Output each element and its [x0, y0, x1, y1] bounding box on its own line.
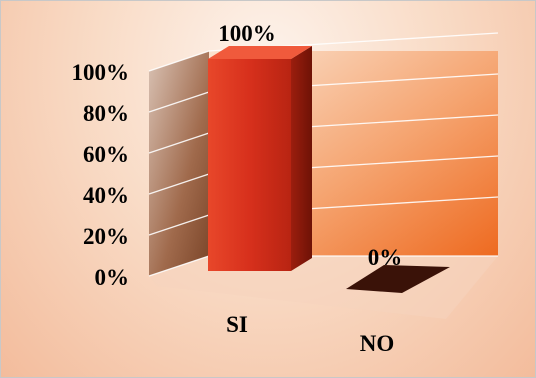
bar-top-si	[208, 46, 312, 59]
y-tick-label: 100%	[72, 60, 130, 85]
gridline-side	[148, 255, 210, 277]
side-wall	[149, 51, 209, 276]
data-label-no: 0%	[368, 245, 403, 270]
gridline-side	[148, 132, 210, 154]
bar-no	[346, 265, 450, 293]
y-tick-label: 60%	[83, 142, 129, 167]
data-label-si: 100%	[218, 21, 276, 46]
bar-si	[208, 59, 291, 271]
bar-side-si	[291, 46, 312, 271]
gridline-side	[148, 91, 210, 113]
x-axis-labels: SI NO	[226, 312, 394, 356]
gridline-side	[148, 50, 210, 72]
x-tick-label-no: NO	[360, 331, 395, 356]
bars	[208, 46, 450, 293]
gridline-side	[148, 214, 210, 236]
y-tick-label: 0%	[95, 265, 130, 290]
floor	[149, 256, 498, 319]
y-axis-ticks: 0% 20% 40% 60% 80% 100%	[72, 60, 130, 290]
y-tick-label: 20%	[83, 224, 129, 249]
x-tick-label-si: SI	[226, 312, 248, 337]
data-labels: 100% 0%	[218, 21, 402, 270]
gridline-side	[148, 173, 210, 195]
y-tick-label: 80%	[83, 101, 129, 126]
y-tick-label: 40%	[83, 183, 129, 208]
